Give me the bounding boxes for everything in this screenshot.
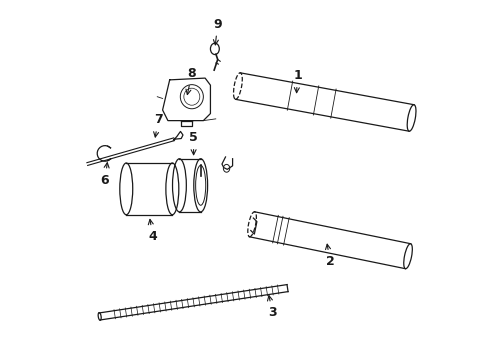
Text: 8: 8 (186, 67, 196, 95)
Text: 1: 1 (293, 69, 302, 93)
Text: 4: 4 (148, 219, 157, 243)
Text: 5: 5 (189, 131, 198, 155)
Text: 7: 7 (154, 113, 163, 137)
Text: 6: 6 (100, 163, 109, 186)
Text: 2: 2 (325, 244, 335, 268)
Text: 3: 3 (268, 296, 277, 319)
Text: 9: 9 (214, 18, 222, 45)
